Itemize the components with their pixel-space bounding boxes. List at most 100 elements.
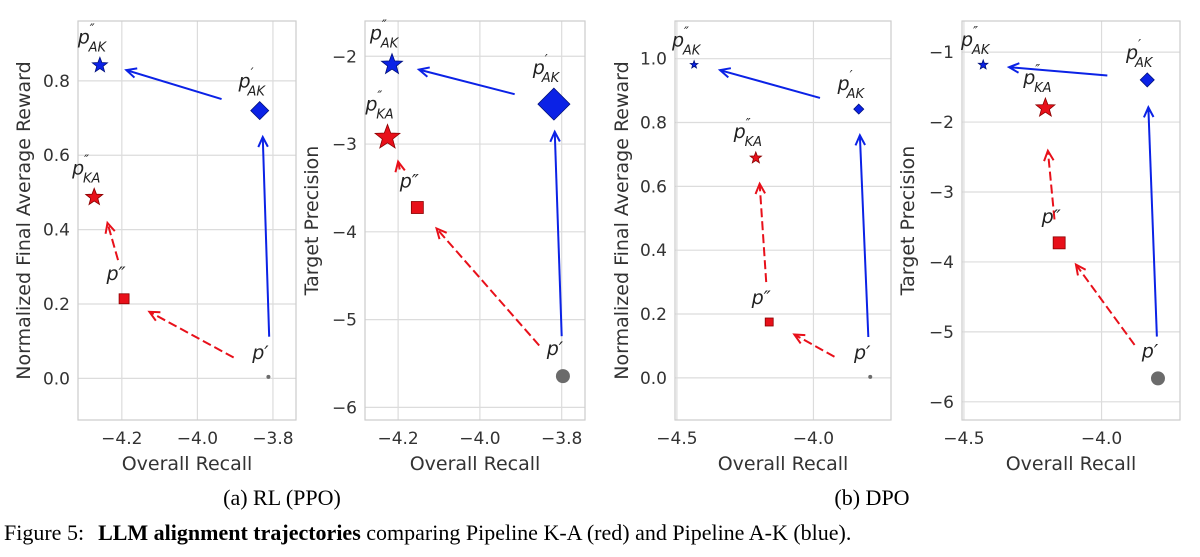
point-label-prime: ″ [746,117,751,132]
arrow-head [549,129,561,143]
point-label-main: p [733,121,746,143]
point-label: p″ KA [364,89,393,122]
circle-marker [266,374,271,379]
point-label: p′ [546,338,564,360]
y-axis-label: Normalized Final Average Reward [13,61,35,379]
x-tick-label: −4.2 [101,429,142,449]
y-tick-label: −4 [332,223,357,243]
y-axis-label: Target Precision [897,146,919,297]
x-tick-label: −4.2 [377,429,418,449]
point-label-subscript: AK [541,71,561,86]
point-label: p′ AK [1125,38,1154,71]
red-arrow [1043,148,1056,220]
point-label-main: p [671,30,684,52]
circle-marker [1150,371,1165,386]
point-label-prime: ′ [545,53,548,68]
figure-caption-bold: LLM alignment trajectories [98,520,361,545]
red-arrow [394,159,406,173]
point-label: p′ [251,342,269,364]
point-label-subscript: AK [88,40,108,55]
figure-caption-prefix: Figure 5: [4,520,84,545]
diamond-marker [537,87,571,121]
point-label-subscript: AK [1134,56,1154,71]
point-label-main: p [77,26,90,48]
star-marker [689,59,700,69]
point-label-subscript: KA [745,135,762,150]
point-label: p′ AK [238,67,267,100]
point-label-subscript: AK [846,87,866,102]
arrow-head [792,333,806,345]
point-label-prime: ″ [1035,63,1040,78]
arrow-shaft [148,310,235,359]
arrow-shaft [1046,150,1056,220]
red-arrow [1074,262,1136,346]
blue-arrow [717,67,821,99]
blue-arrow [549,129,563,337]
point-label-prime: ″ [684,26,689,41]
point-label: p″ [1041,206,1061,228]
arrow-shaft [106,222,120,261]
arrow-shaft [553,131,563,337]
point-label-main: p [369,23,382,45]
point-label-main: p″ [751,287,771,309]
arrow-head [1143,105,1155,118]
arrow-shaft [719,69,821,99]
blue-arrow [1143,105,1158,337]
diamond-marker [1139,72,1155,88]
star-marker [977,58,989,70]
arrow-shaft [793,333,835,358]
y-tick-label: 0.0 [640,369,667,389]
arrow-head [754,181,766,195]
arrow-shaft [1008,66,1108,77]
caption-b: (b) DPO [834,485,909,510]
y-axis-label: Normalized Final Average Reward [611,61,633,379]
arrow-head [717,67,732,79]
point-label-main: p [1125,42,1138,64]
point-label: p′ [1141,340,1159,362]
y-tick-label: 0.2 [43,295,70,315]
x-axis-label: Overall Recall [410,453,541,475]
x-tick-label: −4.0 [1081,429,1122,449]
arrow-head [435,226,448,240]
point-label: p″ AK [671,26,702,59]
point-label-prime: ′ [251,67,254,82]
arrow-shaft [1147,107,1158,337]
axes-frame [961,20,1181,421]
point-label: p″ AK [369,19,400,52]
subplot-4: −4.5 −4.0 −6 −5 −4 −3 −2 −1 Overall Recall Target… [897,20,1181,475]
y-tick-label: −6 [929,393,954,413]
subplot-1: −4.2 −4.0 −3.8 0.0 0.2 0.4 0.6 0.8 Overall Recal… [13,20,297,475]
circle-marker [868,374,873,379]
point-label-main: p [1022,67,1035,89]
arrow-shaft [126,69,222,101]
square-marker [118,293,130,305]
point-label: p″ KA [71,153,100,186]
blue-arrow [124,67,222,101]
point-label-main: p″ [1041,206,1061,228]
arrow-head [104,220,116,234]
point-label-subscript: AK [971,43,991,58]
point-label: p′ [853,342,871,364]
axes-frame [77,20,297,421]
figure-caption: Figure 5: LLM alignment trajectories comp… [4,520,851,545]
point-label: p′ AK [837,69,866,102]
y-tick-label: −5 [332,311,357,331]
arrow-head [124,67,138,79]
point-label-main: p [364,93,377,115]
point-label-main: p [960,29,973,51]
figure-caption-rest: comparing Pipeline K-A (red) and Pipelin… [361,520,852,545]
x-axis-label: Overall Recall [122,453,253,475]
y-tick-label: 0.6 [640,177,667,197]
point-label-subscript: AK [247,85,267,100]
y-tick-label: 0.6 [43,146,70,166]
arrow-shaft [435,227,540,347]
point-label-main: p″ [399,171,419,193]
blue-arrow [854,132,870,338]
point-label-subscript: KA [376,107,393,122]
point-label-subscript: KA [1034,81,1051,96]
blue-arrow [416,66,515,96]
arrow-head [257,134,269,148]
blue-arrow [257,134,271,337]
point-label-main: p′ [251,342,269,364]
